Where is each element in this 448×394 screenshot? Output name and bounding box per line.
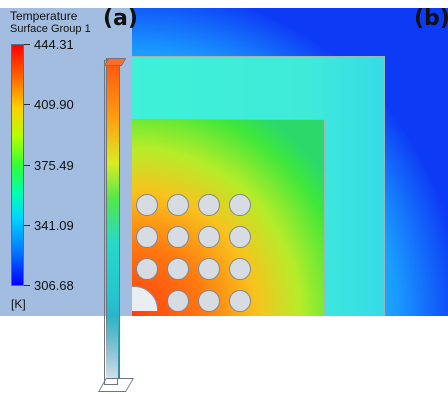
tube-hole [167,258,189,280]
tube-hole [198,258,220,280]
colorbar-tick-label: 375.49 [34,158,74,173]
colorbar-tick-label: 306.68 [34,278,74,293]
tube-hole [229,194,251,216]
panel-label-a: (a) [103,6,138,31]
panel-label-b: (b) [414,6,448,31]
tube-hole [136,226,158,248]
middle-contour-line [132,56,385,316]
legend-subtitle: Surface Group 1 [10,23,91,35]
legend-unit: [K] [11,297,26,311]
rod-base-outline [97,378,135,392]
colorbar [11,44,24,286]
tube-hole [198,290,220,312]
inner-contour-line [132,119,325,316]
colorbar-tick-label: 444.31 [34,37,74,52]
colorbar-tick [24,104,30,105]
tube-hole [229,290,251,312]
colorbar-tick [24,165,30,166]
tube-hole [136,194,158,216]
temperature-field [132,8,448,316]
tube-hole [198,194,220,216]
colorbar-tick-label: 409.90 [34,97,74,112]
inner-hot-region [132,119,324,316]
colorbar-tick [24,225,30,226]
rod-temperature-surface [106,58,120,378]
colorbar-tick [24,44,30,45]
tube-hole [167,194,189,216]
colorbar-tick [24,285,30,286]
tube-hole [167,226,189,248]
legend-title: Temperature [10,9,78,23]
tube-hole [229,258,251,280]
rod-lower-translucent [106,316,118,378]
tube-hole [136,258,158,280]
tube-hole [167,290,189,312]
tube-hole [229,226,251,248]
tube-hole [198,226,220,248]
colorbar-tick-label: 341.09 [34,218,74,233]
